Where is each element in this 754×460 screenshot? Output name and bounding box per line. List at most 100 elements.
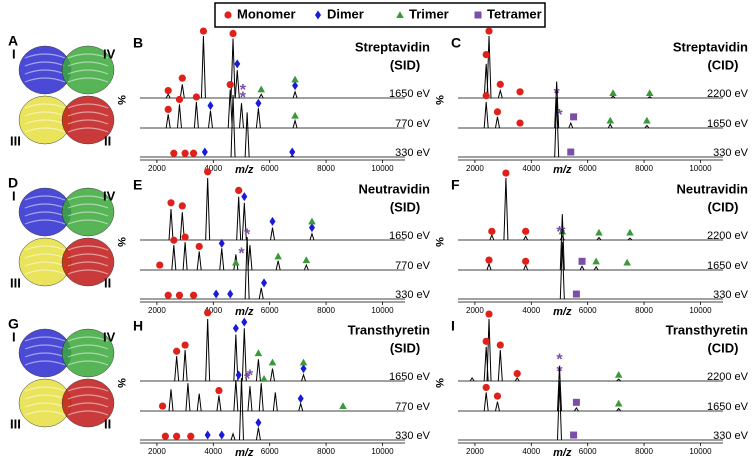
star-marker: * [556,107,563,124]
ribbon-strand [24,203,66,209]
x-tick-label: 4000 [204,447,222,456]
ribbon-strand [67,211,109,217]
ribbon-strand [67,61,109,67]
marker [232,258,240,266]
x-tick-label: 10000 [371,306,394,315]
peak [168,208,174,241]
panel-subtitle: (SID) [390,57,420,72]
ribbon-strand [24,336,66,342]
y-axis-label: % [115,378,127,388]
energy-label: 330 eV [395,289,431,301]
marker [204,168,212,176]
x-axis-label: m/z [235,447,254,459]
marker [291,111,299,119]
peak [219,248,225,271]
peak [258,383,264,412]
ribbon-strand [67,402,109,408]
marker [255,418,262,428]
peak [258,287,264,300]
marker [308,223,315,233]
marker [215,386,223,395]
marker [158,402,167,410]
marker [227,289,234,299]
x-axis-label: m/z [553,306,572,318]
peak [483,101,489,129]
peak [497,88,503,99]
marker [300,364,307,374]
marker [558,227,567,235]
peak [292,118,298,129]
peak [230,38,236,99]
panel-title: Neutravidin [358,181,430,196]
marker [170,236,178,244]
marker [578,257,586,265]
energy-label: 330 eV [395,430,431,442]
star-marker: * [240,82,247,99]
ribbon-strand [67,261,109,267]
marker [643,116,651,124]
marker [592,257,600,265]
ribbon-strand [67,352,109,358]
x-tick-label: 4000 [522,164,540,173]
marker [570,113,578,121]
peak [486,35,492,99]
marker [482,383,490,392]
legend-label: Monomer [237,6,296,21]
marker [493,108,502,116]
peak [559,214,565,271]
energy-label: 1650 eV [707,260,749,272]
peak [234,70,240,99]
marker [175,95,184,104]
peak [270,227,275,241]
peak [607,123,613,129]
peak [185,383,191,412]
x-tick-label: 8000 [317,447,335,456]
energy-label: 330 eV [713,289,749,301]
panel-letter: G [8,316,19,332]
legend-symbol [396,11,404,18]
peak [168,389,174,412]
panel-letter: C [451,35,461,51]
peak [255,359,261,382]
ribbon-strand [67,245,109,251]
peak [230,432,236,441]
peak [309,232,315,241]
marker [156,261,164,269]
peak [568,121,574,129]
peak [205,318,211,382]
peak [236,196,242,241]
ribbon-strand [24,61,66,67]
peak [165,93,171,99]
marker [173,432,181,440]
ribbon-strand [67,203,109,209]
peak [171,245,177,271]
ribbon-strand [24,195,66,201]
panel-letter: A [8,33,18,49]
peak [238,103,244,129]
marker [213,289,220,299]
ribbon-strand [24,119,66,125]
peak [270,368,275,382]
marker [204,430,211,440]
ribbon-strand [24,219,66,225]
peak [559,241,565,300]
legend-symbol [315,10,321,20]
marker [488,227,496,235]
peak [233,379,239,412]
x-tick-label: 10000 [689,164,712,173]
x-tick-label: 10000 [371,164,394,173]
x-tick-label: 10000 [371,447,394,456]
energy-label: 1650 eV [389,88,431,100]
star-marker: * [238,246,245,263]
energy-label: 2200 eV [707,230,749,242]
marker [516,88,524,96]
subunit-label: III [10,416,21,431]
energy-label: 770 eV [395,401,431,413]
peak [207,110,213,129]
ribbon-strand [67,127,109,133]
panel-title: Streptavidin [355,39,430,54]
peak [303,263,309,271]
x-tick-label: 4000 [204,164,222,173]
peak [255,108,261,129]
